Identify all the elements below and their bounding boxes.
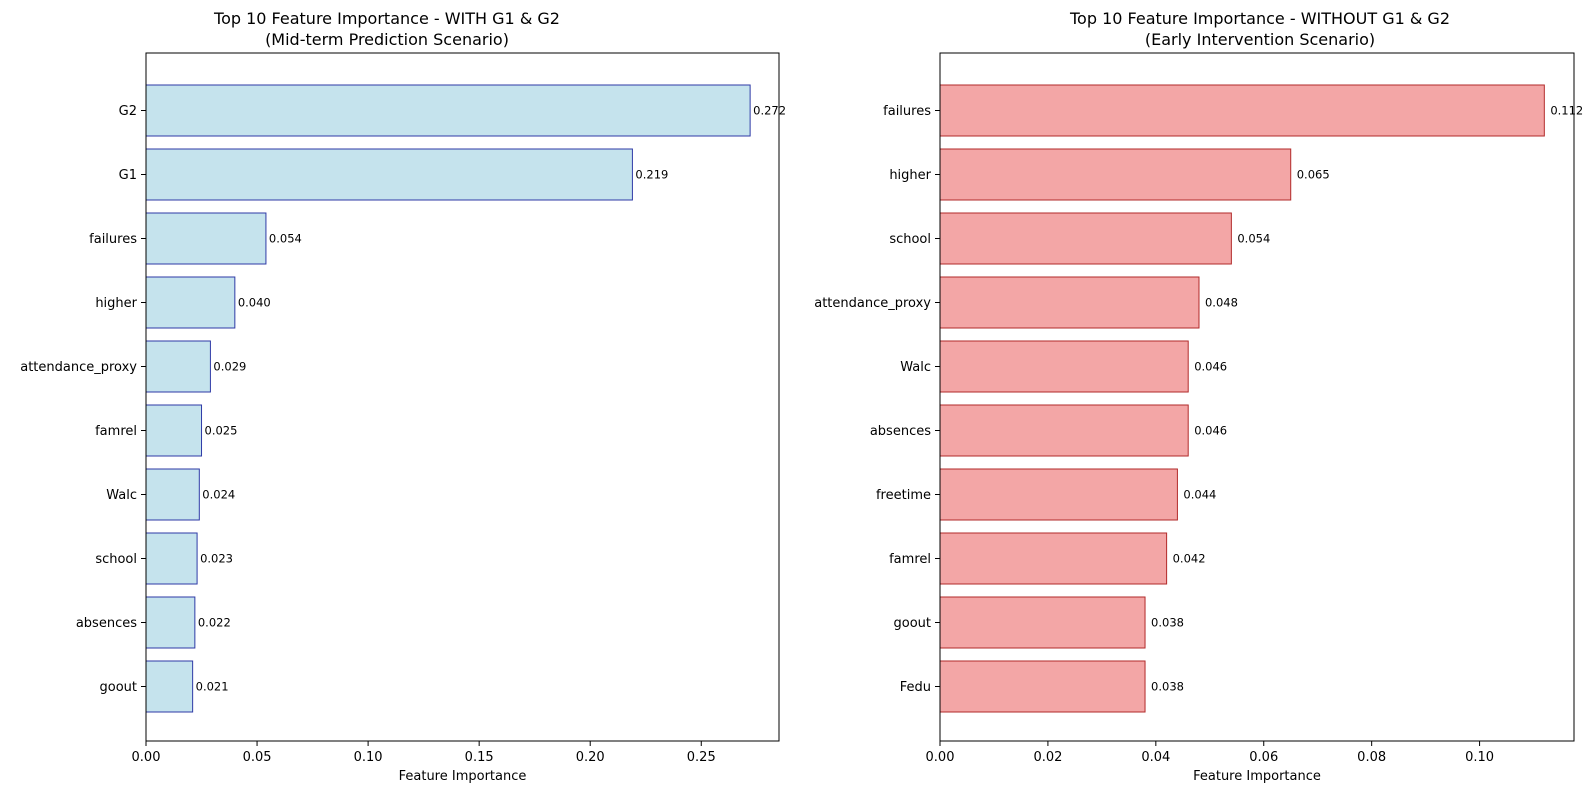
bar-group: [939, 84, 1545, 713]
bar: [939, 212, 1232, 265]
bar: [939, 404, 1189, 457]
value-label: 0.042: [1173, 552, 1206, 566]
value-label: 0.065: [1297, 168, 1330, 182]
bar: [145, 660, 194, 713]
value-label: 0.046: [1194, 424, 1227, 438]
y-tick-label: famrel: [889, 552, 931, 567]
plot-frame: [939, 52, 1575, 742]
x-tick-label: 0.00: [926, 750, 955, 765]
y-tick-label: absences: [870, 424, 931, 439]
x-tick-label: 0.10: [1465, 750, 1494, 765]
y-tick-label: G1: [119, 168, 137, 183]
x-tick-label: 0.25: [687, 750, 716, 765]
bar: [939, 468, 1178, 521]
y-tick-label: failures: [89, 232, 137, 247]
value-label: 0.029: [213, 360, 246, 374]
value-label: 0.025: [205, 424, 238, 438]
bar: [939, 84, 1545, 137]
x-tick-label: 0.05: [243, 750, 272, 765]
value-label: 0.046: [1194, 360, 1227, 374]
y-tick-label: freetime: [876, 488, 931, 503]
value-label: 0.021: [196, 680, 229, 694]
chart-panel-with-g1-g2: Top 10 Feature Importance - WITH G1 & G2…: [20, 9, 786, 784]
value-label: 0.219: [635, 168, 668, 182]
y-tick-label: higher: [95, 296, 137, 311]
value-label: 0.048: [1205, 296, 1238, 310]
value-labels: 0.112 0.065 0.054 0.048 0.046 0.046 0.044 0.042…: [1151, 104, 1583, 694]
bar: [145, 340, 211, 393]
y-tick-label: higher: [889, 168, 931, 183]
bar: [145, 596, 196, 649]
x-axis-label: Feature Importance: [1193, 769, 1321, 784]
bar: [939, 532, 1168, 585]
value-label: 0.022: [198, 616, 231, 630]
y-tick-label: goout: [894, 616, 932, 631]
x-axis-label: Feature Importance: [399, 769, 527, 784]
value-label: 0.112: [1550, 104, 1583, 118]
y-tick-label: Fedu: [900, 680, 931, 695]
x-tick-label: 0.20: [576, 750, 605, 765]
value-label: 0.054: [269, 232, 302, 246]
y-tick-label: failures: [883, 104, 931, 119]
value-label: 0.038: [1151, 680, 1184, 694]
x-tick-label: 0.00: [132, 750, 161, 765]
value-label: 0.023: [200, 552, 233, 566]
y-tick-label: attendance_proxy: [20, 360, 137, 375]
y-tick-label: school: [95, 552, 137, 567]
x-tick-label: 0.10: [354, 750, 383, 765]
x-tick-label: 0.04: [1141, 750, 1170, 765]
y-tick-labels: G2 G1 failures higher attendance_proxyfamrel…: [20, 104, 146, 695]
x-tick-label: 0.06: [1249, 750, 1278, 765]
chart-subtitle: (Early Intervention Scenario): [1145, 30, 1375, 49]
value-label: 0.044: [1183, 488, 1216, 502]
value-label: 0.038: [1151, 616, 1184, 630]
x-tick-label: 0.15: [465, 750, 494, 765]
value-labels: 0.272 0.219 0.054 0.040 0.029 0.025 0.024 0.023…: [196, 104, 786, 694]
bar: [939, 148, 1292, 201]
bar: [939, 276, 1200, 329]
bar: [145, 532, 198, 585]
bar: [939, 660, 1146, 713]
y-tick-labels: failures higher school attendance_proxy Walc…: [814, 104, 940, 695]
y-tick-label: famrel: [95, 424, 137, 439]
bar: [145, 276, 236, 329]
x-ticks: 0.00 0.02 0.04 0.06 0.08 0.10: [926, 741, 1494, 765]
x-ticks: 0.00 0.05 0.10 0.15 0.20 0.25: [132, 741, 716, 765]
value-label: 0.040: [238, 296, 271, 310]
chart-subtitle: (Mid-term Prediction Scenario): [265, 30, 509, 49]
x-tick-label: 0.02: [1033, 750, 1062, 765]
value-label: 0.272: [753, 104, 786, 118]
plot-frame: [145, 52, 780, 742]
bar: [145, 84, 751, 137]
y-tick-label: goout: [100, 680, 138, 695]
y-tick-label: attendance_proxy: [814, 296, 931, 311]
x-tick-label: 0.08: [1357, 750, 1386, 765]
chart-title: Top 10 Feature Importance - WITH G1 & G2: [213, 9, 560, 28]
bar: [145, 212, 267, 265]
y-tick-label: school: [889, 232, 931, 247]
bar: [939, 340, 1189, 393]
y-tick-label: Walc: [900, 360, 931, 375]
bar-group: [145, 84, 751, 713]
bar: [939, 596, 1146, 649]
bar: [145, 404, 203, 457]
y-tick-label: Walc: [106, 488, 137, 503]
y-tick-label: absences: [76, 616, 137, 631]
y-tick-label: G2: [119, 104, 137, 119]
chart-title: Top 10 Feature Importance - WITHOUT G1 &…: [1069, 9, 1450, 28]
bar: [145, 468, 200, 521]
bar: [145, 148, 633, 201]
chart-panel-without-g1-g2: Top 10 Feature Importance - WITHOUT G1 &…: [814, 9, 1583, 784]
value-label: 0.024: [202, 488, 235, 502]
value-label: 0.054: [1237, 232, 1270, 246]
